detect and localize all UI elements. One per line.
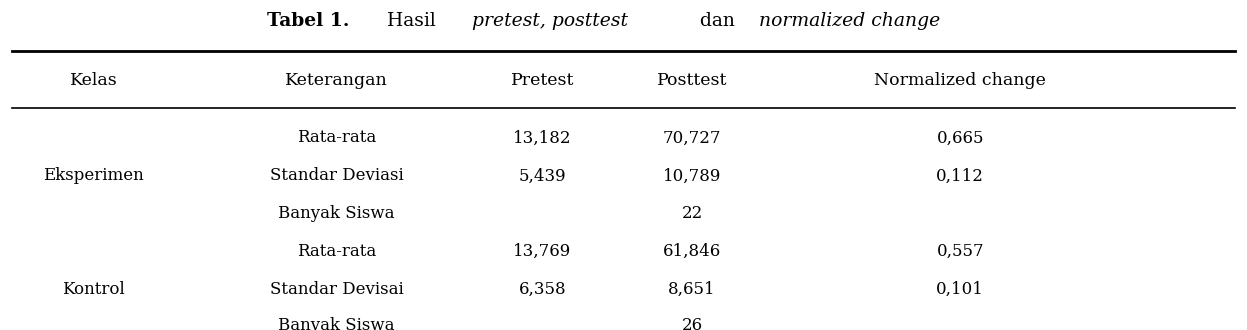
- Text: Hasil: Hasil: [380, 13, 441, 30]
- Text: Rata-rata: Rata-rata: [297, 243, 377, 260]
- Text: normalized change: normalized change: [758, 13, 940, 30]
- Text: 5,439: 5,439: [519, 167, 566, 184]
- Text: 0,665: 0,665: [936, 129, 984, 147]
- Text: Pretest: Pretest: [511, 72, 574, 89]
- Text: 61,846: 61,846: [663, 243, 721, 260]
- Text: 13,182: 13,182: [514, 129, 571, 147]
- Text: pretest, posttest: pretest, posttest: [473, 13, 628, 30]
- Text: Kelas: Kelas: [70, 72, 117, 89]
- Text: Standar Deviasi: Standar Deviasi: [269, 167, 404, 184]
- Text: 0,112: 0,112: [936, 167, 984, 184]
- Text: 8,651: 8,651: [668, 281, 716, 298]
- Text: Kontrol: Kontrol: [62, 281, 125, 298]
- Text: Standar Devisai: Standar Devisai: [269, 281, 404, 298]
- Text: Normalized change: Normalized change: [874, 72, 1046, 89]
- Text: Keterangan: Keterangan: [286, 72, 388, 89]
- Text: 70,727: 70,727: [663, 129, 721, 147]
- Text: 0,557: 0,557: [936, 243, 984, 260]
- Text: 10,789: 10,789: [663, 167, 721, 184]
- Text: 22: 22: [681, 205, 703, 222]
- Text: 0,101: 0,101: [936, 281, 984, 298]
- Text: Banyak Siswa: Banyak Siswa: [278, 205, 395, 222]
- Text: Eksperimen: Eksperimen: [44, 167, 143, 184]
- Text: Rata-rata: Rata-rata: [297, 129, 377, 147]
- Text: Posttest: Posttest: [657, 72, 727, 89]
- Text: Banyak Siswa: Banyak Siswa: [278, 316, 395, 330]
- Text: Tabel 1.: Tabel 1.: [267, 13, 349, 30]
- Text: 26: 26: [682, 316, 702, 330]
- Text: 13,769: 13,769: [514, 243, 571, 260]
- Text: 6,358: 6,358: [519, 281, 566, 298]
- Text: dan: dan: [693, 13, 741, 30]
